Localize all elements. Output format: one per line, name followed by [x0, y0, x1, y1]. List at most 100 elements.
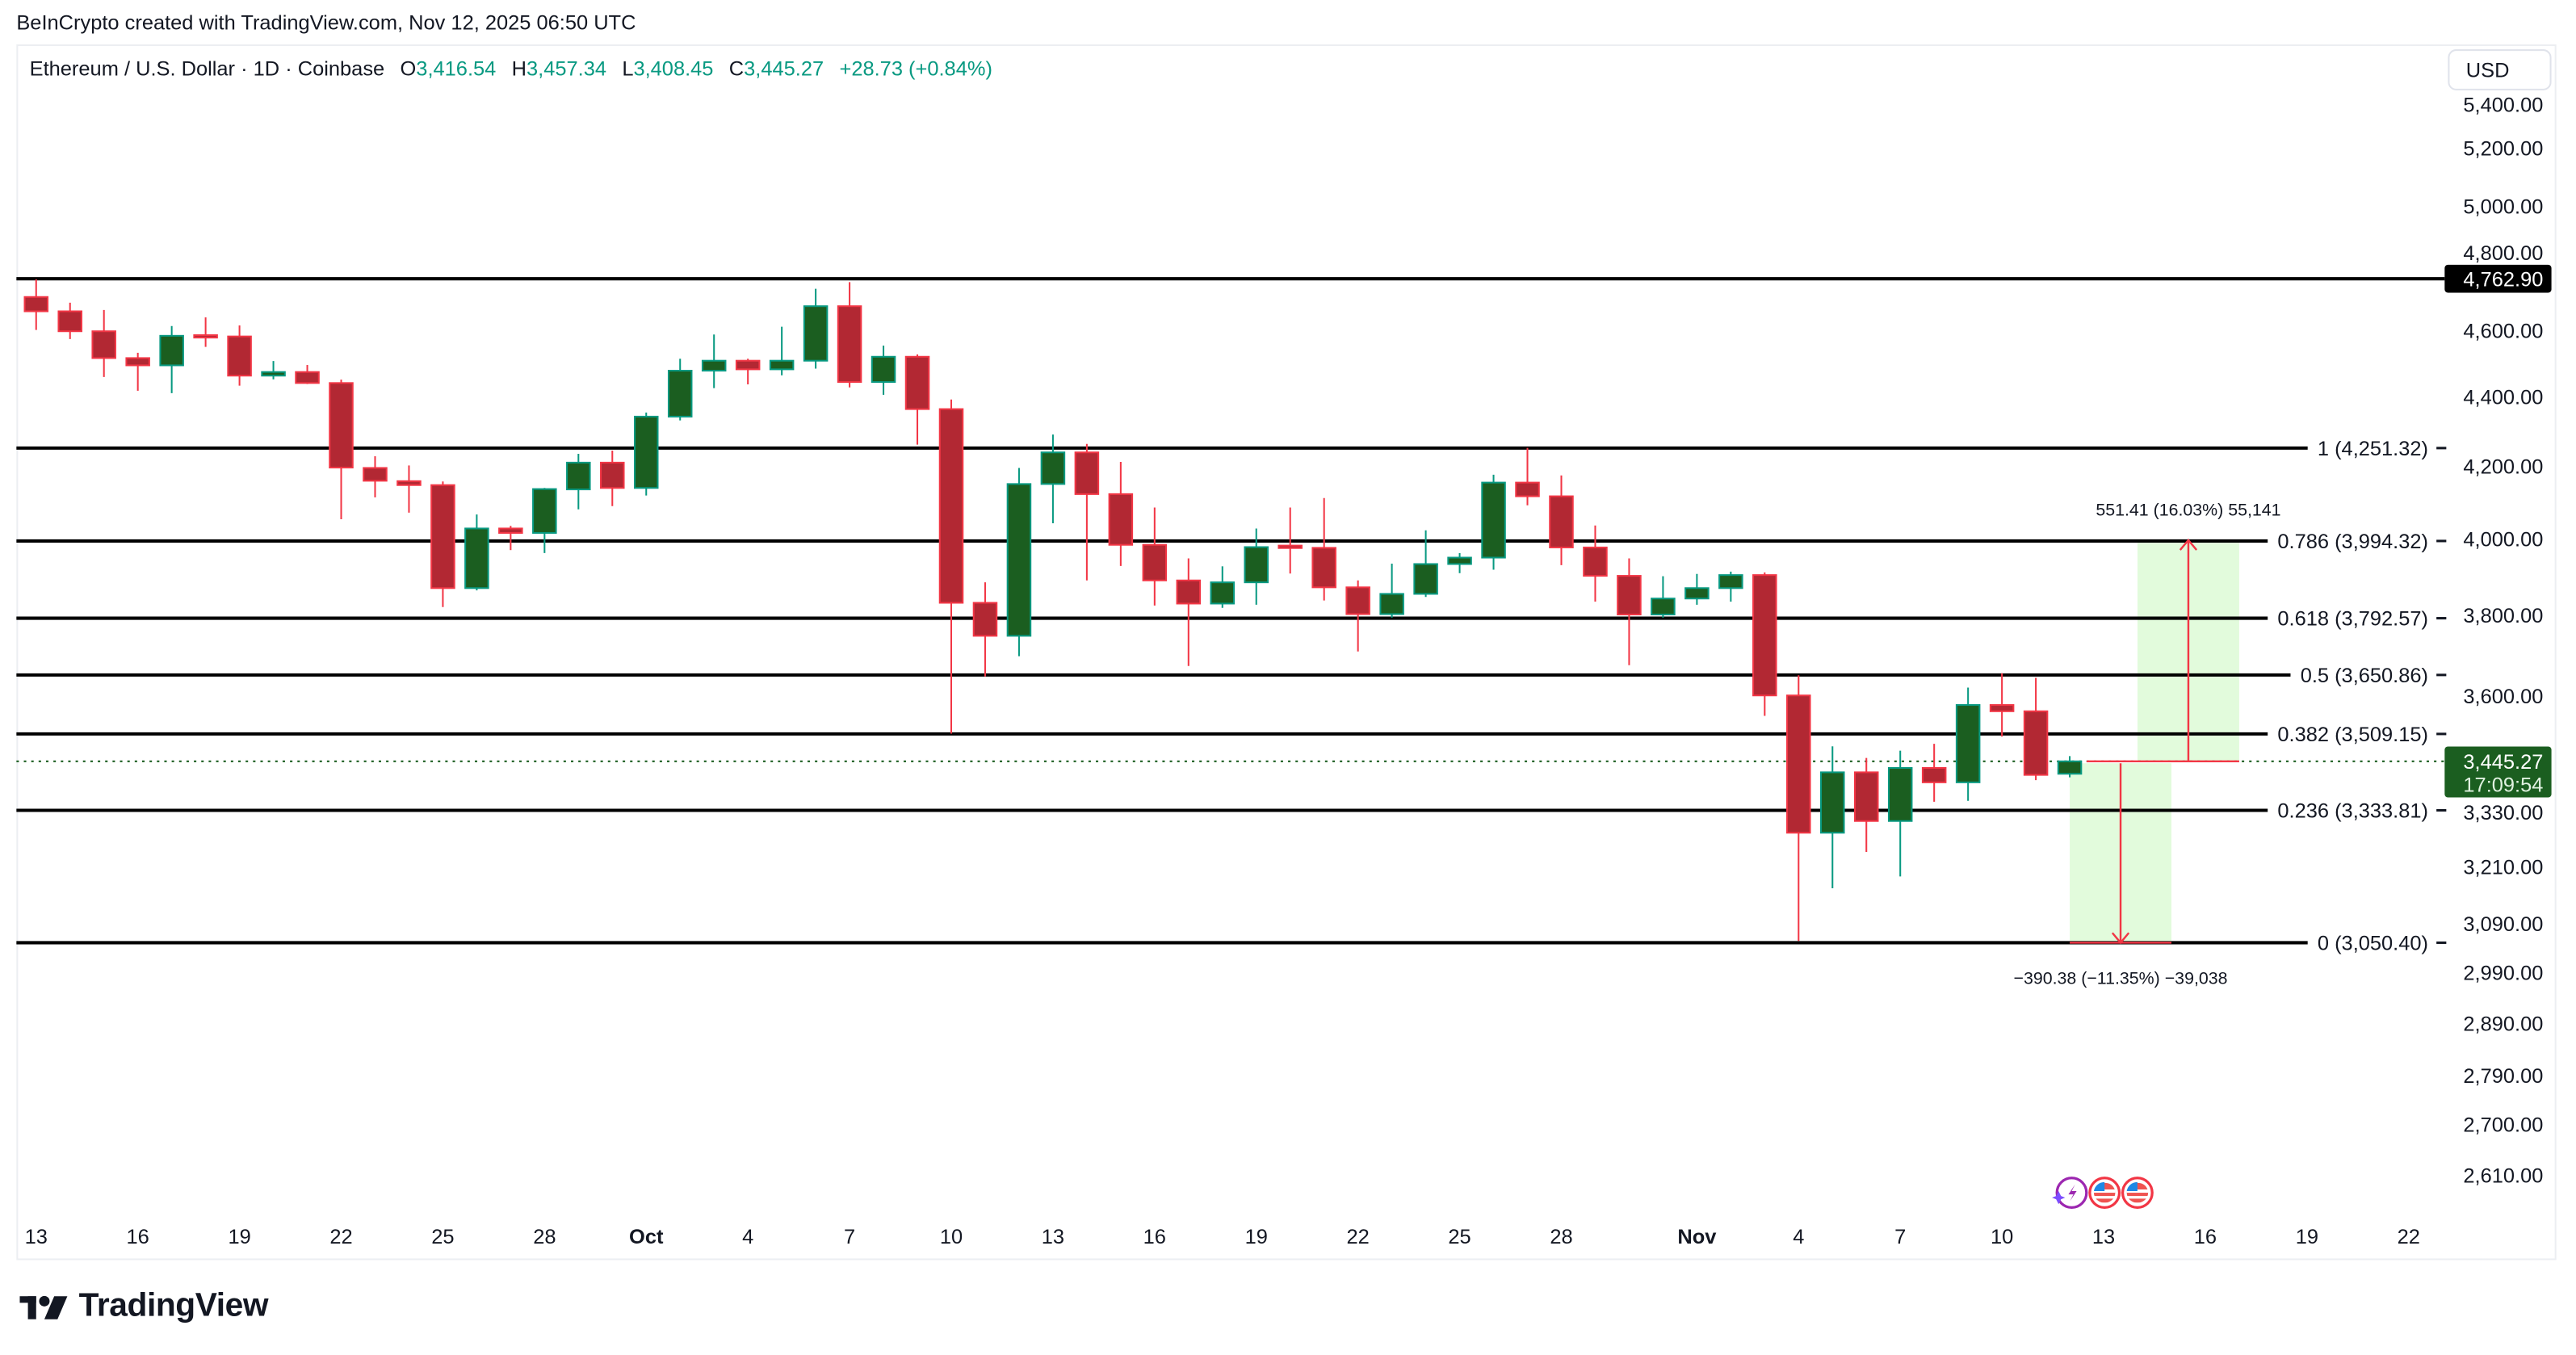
- candle-body: [803, 305, 829, 362]
- candle[interactable]: [938, 399, 964, 734]
- candle[interactable]: [1820, 746, 1845, 888]
- candle-body: [1413, 563, 1438, 595]
- candle[interactable]: [633, 412, 659, 496]
- candle[interactable]: [227, 325, 252, 386]
- price-axis-label: 4,800.00: [2463, 242, 2543, 265]
- candle[interactable]: [600, 451, 625, 506]
- time-axis-label: Nov: [1677, 1226, 1717, 1248]
- candle-body: [1651, 598, 1676, 616]
- candle[interactable]: [1651, 576, 1676, 618]
- candle[interactable]: [1684, 573, 1710, 605]
- candle[interactable]: [295, 365, 320, 384]
- price-axis-label: 4,200.00: [2463, 455, 2543, 478]
- candle[interactable]: [363, 456, 388, 497]
- candle[interactable]: [1379, 564, 1404, 618]
- candle[interactable]: [1481, 474, 1506, 570]
- candle[interactable]: [430, 481, 455, 607]
- candle-body: [1345, 586, 1370, 615]
- candle[interactable]: [1006, 468, 1032, 657]
- candle[interactable]: [125, 352, 150, 391]
- candle[interactable]: [837, 282, 862, 388]
- candle[interactable]: [396, 465, 422, 513]
- candle[interactable]: [1074, 443, 1100, 581]
- price-axis-label: 3,330.00: [2463, 802, 2543, 824]
- candle[interactable]: [566, 453, 591, 510]
- candle[interactable]: [1345, 580, 1370, 652]
- candle[interactable]: [2023, 678, 2049, 781]
- candle[interactable]: [904, 354, 930, 445]
- candle[interactable]: [1210, 566, 1236, 608]
- candle[interactable]: [329, 380, 354, 520]
- time-axis-label: 19: [2296, 1226, 2318, 1248]
- event-icons[interactable]: [2052, 1177, 2154, 1209]
- price-axis-label: 2,610.00: [2463, 1164, 2543, 1187]
- tradingview-logo[interactable]: TradingView: [19, 1288, 269, 1326]
- time-axis-label: 16: [1143, 1226, 1166, 1248]
- candle[interactable]: [1311, 497, 1336, 601]
- candle[interactable]: [972, 582, 998, 677]
- candle-body: [1820, 771, 1845, 834]
- fib-level-label: 0.382 (3,509.15): [2277, 724, 2428, 746]
- candle[interactable]: [701, 334, 727, 388]
- candle-body: [159, 334, 184, 367]
- time-axis-label: 25: [1448, 1226, 1471, 1248]
- price-axis[interactable]: 5,400.00 5,200.00 5,000.00 4,800.00 4,600.00…: [2463, 94, 2543, 1187]
- candle[interactable]: [769, 326, 795, 375]
- candle[interactable]: [735, 359, 761, 384]
- candle[interactable]: [1955, 687, 1981, 801]
- price-axis-label: 5,000.00: [2463, 196, 2543, 219]
- close-key: C: [728, 57, 745, 81]
- candle[interactable]: [1752, 572, 1777, 716]
- us-flag-event-icon[interactable]: [2121, 1177, 2154, 1209]
- candle[interactable]: [1786, 675, 1811, 942]
- candle[interactable]: [1617, 558, 1642, 665]
- candle-body: [1074, 451, 1100, 495]
- candle-body: [2057, 760, 2083, 775]
- time-axis-label: 25: [431, 1226, 454, 1248]
- candle[interactable]: [1718, 571, 1743, 602]
- candle[interactable]: [23, 279, 49, 330]
- candle-body: [1989, 704, 2015, 712]
- candle[interactable]: [1989, 673, 2015, 737]
- candle-body: [1786, 694, 1811, 834]
- candle[interactable]: [159, 325, 184, 393]
- candle[interactable]: [1515, 447, 1540, 506]
- candle[interactable]: [464, 514, 489, 591]
- time-axis-label: 16: [127, 1226, 149, 1248]
- candle[interactable]: [1142, 507, 1168, 606]
- candle[interactable]: [803, 288, 829, 369]
- candle[interactable]: [1549, 475, 1574, 565]
- candle-body: [91, 330, 116, 359]
- candle-body: [938, 408, 964, 604]
- candle-body: [1379, 593, 1404, 615]
- candle[interactable]: [1921, 744, 1947, 802]
- time-axis[interactable]: 13 16 19 22 25 28 Oct 4 7 10 13 16 19 22 25 28 Nov 4 7 10 13…: [25, 1226, 2420, 1248]
- lightning-event-icon[interactable]: [2052, 1177, 2088, 1209]
- candle[interactable]: [91, 309, 116, 377]
- candle[interactable]: [1040, 434, 1066, 524]
- candle[interactable]: [1887, 750, 1913, 877]
- candle[interactable]: [1853, 757, 1879, 853]
- candle[interactable]: [667, 359, 693, 421]
- candle[interactable]: [1447, 552, 1472, 573]
- price-axis-label: 2,700.00: [2463, 1114, 2543, 1137]
- candle-body: [261, 371, 286, 377]
- candle[interactable]: [2057, 756, 2083, 778]
- candle[interactable]: [532, 488, 557, 553]
- candle[interactable]: [1244, 528, 1269, 605]
- candle[interactable]: [1583, 525, 1608, 602]
- symbol-title[interactable]: Ethereum / U.S. Dollar · 1D · Coinbase: [29, 57, 385, 81]
- candle[interactable]: [193, 317, 218, 347]
- us-flag-event-icon[interactable]: [2088, 1177, 2121, 1209]
- currency-button[interactable]: USD: [2448, 49, 2552, 90]
- candle[interactable]: [498, 526, 523, 551]
- candle[interactable]: [871, 345, 896, 395]
- candle[interactable]: [261, 361, 286, 380]
- candle[interactable]: [1278, 507, 1303, 574]
- open-value: 3,416.54: [416, 57, 497, 81]
- candle[interactable]: [57, 302, 82, 339]
- candle[interactable]: [1108, 462, 1134, 566]
- candle[interactable]: [1413, 530, 1438, 598]
- candle[interactable]: [1176, 558, 1202, 666]
